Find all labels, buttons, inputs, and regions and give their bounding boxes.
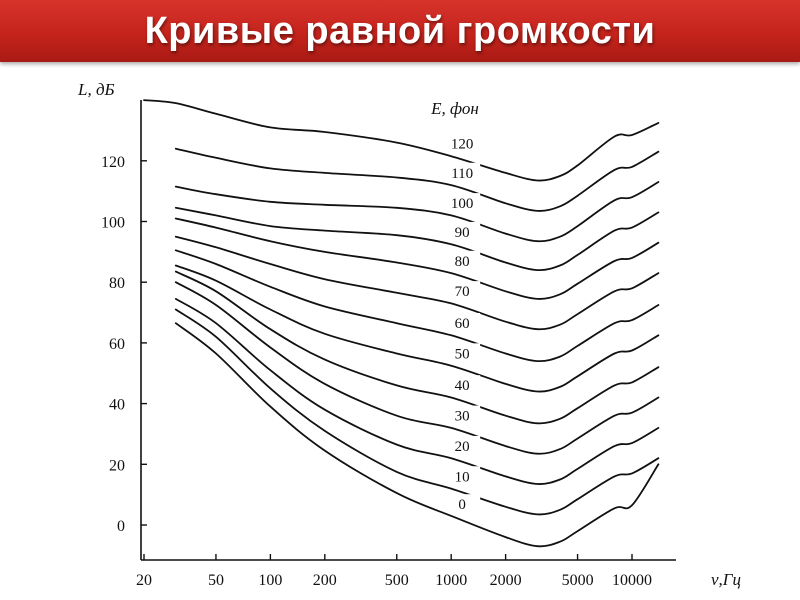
y-tick-label: 80 [109,275,125,292]
curve-label-30: 30 [455,409,470,425]
x-axis-label: ν,Гц [711,570,741,589]
curve-label-bg [444,133,481,152]
curve-label-bg [444,435,481,454]
y-tick-label: 0 [117,518,125,535]
curve-10-phon [174,308,660,516]
curve-label-bg [444,405,481,424]
curve-label-bg [444,250,481,269]
x-tick-label: 10000 [612,572,652,589]
curve-label-bg [444,343,481,362]
x-tick-label: 100 [258,572,282,589]
curve-label-bg [444,466,481,485]
x-tick-label: 1000 [435,572,467,589]
curve-80-phon [174,217,660,300]
curve-label-bg [444,281,481,300]
curve-30-phon [174,281,660,455]
x-tick-label: 500 [385,572,409,589]
curve-90-phon [174,206,660,272]
y-tick-label: 40 [109,397,125,414]
curve-label-50: 50 [455,346,470,362]
curve-110-phon [174,147,660,212]
curve-label-110: 110 [451,166,473,182]
curve-label-90: 90 [455,225,470,241]
curve-label-bg [444,312,481,331]
x-tick-label: 5000 [562,572,594,589]
curve-label-bg [444,193,481,212]
curve-70-phon [174,235,660,331]
curve-0-phon [174,322,660,548]
curve-label-bg [444,162,481,181]
curve-label-bg [444,375,481,394]
title-bar [0,0,800,62]
curve-60-phon [174,249,660,363]
curve-40-phon [174,270,660,425]
curves [143,99,660,548]
y-tick-label: 100 [101,215,125,232]
slide-title: Кривые равной громкости [144,10,656,52]
curve-label-120: 120 [451,137,474,153]
curve-label-bg [444,494,481,513]
curve-100-phon [174,181,660,243]
legend-title: E, фон [430,99,479,118]
curve-label-70: 70 [455,284,470,300]
curve-label-0: 0 [458,497,466,513]
y-tick-label: 60 [109,336,125,353]
curve-120-phon [143,99,660,182]
curve-label-80: 80 [455,254,470,270]
x-tick-label: 50 [208,572,224,589]
x-tick-label: 2000 [490,572,522,589]
x-tick-label: 200 [313,572,337,589]
x-tick-label: 20 [136,572,152,589]
curve-label-10: 10 [455,469,470,485]
curve-20-phon [174,298,660,485]
y-tick-label: 120 [101,154,125,171]
curve-label-20: 20 [455,439,470,455]
curve-label-100: 100 [451,196,474,212]
y-tick-label: 20 [109,457,125,474]
curve-label-40: 40 [455,378,470,394]
curve-50-phon [174,264,660,393]
curve-label-60: 60 [455,316,470,332]
curve-label-bg [444,221,481,240]
y-axis-label: L, дБ [77,80,115,99]
